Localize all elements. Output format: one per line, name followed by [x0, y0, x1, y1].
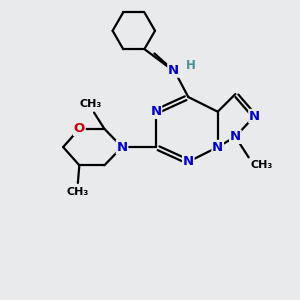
Text: N: N	[183, 155, 194, 168]
Text: N: N	[116, 141, 128, 154]
Text: N: N	[150, 105, 161, 118]
Text: N: N	[168, 64, 179, 77]
Text: N: N	[249, 110, 260, 123]
Text: N: N	[212, 141, 223, 154]
Text: CH₃: CH₃	[251, 160, 273, 170]
Text: CH₃: CH₃	[80, 99, 102, 109]
Text: H: H	[186, 59, 196, 72]
Text: O: O	[74, 122, 85, 135]
Text: N: N	[230, 130, 241, 143]
Text: CH₃: CH₃	[67, 187, 89, 196]
